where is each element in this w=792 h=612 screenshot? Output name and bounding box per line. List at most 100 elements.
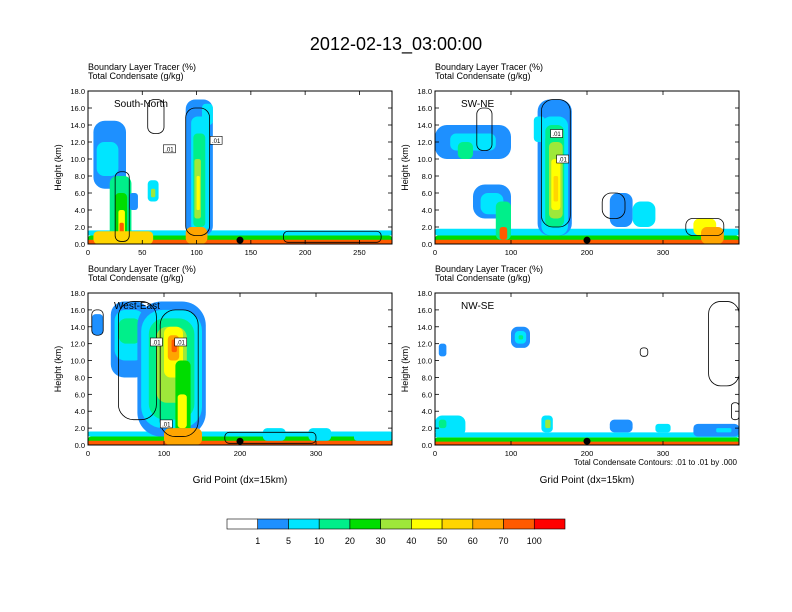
- colorbar-swatch: [318, 518, 351, 530]
- field-cell: [129, 193, 138, 210]
- colorbar-swatch: [380, 518, 412, 530]
- field-cell: [438, 343, 447, 357]
- field-shading: [435, 326, 739, 445]
- contours: [639, 301, 739, 421]
- colorbar-label: 60: [468, 536, 478, 546]
- y-tick-label: 14.0: [70, 121, 85, 130]
- field-cell: [499, 227, 508, 240]
- panel-label: SW-NE: [461, 99, 494, 110]
- y-tick-label: 0.0: [422, 240, 432, 249]
- y-tick-label: 2.0: [75, 223, 85, 232]
- contour-label-box: [163, 144, 176, 154]
- contour-label-box: [150, 337, 163, 347]
- contour-label: .01: [177, 340, 186, 346]
- field-cell: [96, 142, 119, 176]
- colorbar-label: 40: [406, 536, 416, 546]
- field-cell: [609, 193, 633, 227]
- x-tick-label: 0: [433, 449, 437, 458]
- panel-subtitle-tracer: Boundary Layer Tracer (%): [435, 62, 543, 72]
- colorbar-swatch: [533, 518, 566, 530]
- contour-label: .01: [165, 147, 174, 153]
- y-tick-label: 0.0: [75, 441, 85, 450]
- panel-subtitle-condensate: Total Condensate (g/kg): [435, 273, 531, 283]
- colorbar-swatch: [257, 518, 289, 530]
- field-cell: [118, 318, 142, 344]
- panel-label: West-East: [114, 301, 160, 312]
- y-tick-label: 12.0: [70, 340, 85, 349]
- y-axis-label: Height (km): [53, 346, 63, 393]
- x-tick-label: 250: [353, 248, 366, 257]
- y-tick-label: 0.0: [75, 240, 85, 249]
- condensate-contour: [708, 301, 739, 387]
- x-tick-label: 100: [505, 248, 518, 257]
- x-tick-label: 50: [138, 248, 146, 257]
- y-tick-label: 4.0: [75, 206, 85, 215]
- condensate-contour: [147, 99, 165, 134]
- y-tick-label: 4.0: [75, 407, 85, 416]
- condensate-contour: [601, 192, 626, 219]
- colorbar-swatch: [441, 518, 474, 530]
- y-axis-label: Height (km): [53, 144, 63, 191]
- contour-label: .01: [559, 158, 568, 164]
- panel-subtitle-tracer: Boundary Layer Tracer (%): [88, 264, 196, 274]
- figure-title: 2012-02-13_03:00:00: [310, 34, 482, 55]
- field-cell: [609, 419, 633, 433]
- contours: [91, 301, 317, 444]
- x-tick-label: 200: [581, 449, 594, 458]
- y-tick-label: 18.0: [417, 87, 432, 96]
- condensate-contour: [639, 347, 649, 357]
- panel-nw-se: Boundary Layer Tracer (%)Total Condensat…: [400, 264, 740, 486]
- field-cell: [435, 228, 739, 236]
- x-tick-label: 100: [505, 449, 518, 458]
- field-cell: [308, 428, 332, 441]
- x-tick-label: 300: [657, 449, 670, 458]
- contour-label-box: [159, 419, 173, 429]
- x-tick-label: 100: [158, 449, 171, 458]
- y-tick-label: 6.0: [75, 189, 85, 198]
- panel-label: South-North: [114, 99, 168, 110]
- y-tick-label: 6.0: [422, 189, 432, 198]
- y-tick-label: 10.0: [70, 155, 85, 164]
- condensate-contour: [159, 309, 199, 437]
- y-tick-label: 18.0: [417, 289, 432, 298]
- y-tick-label: 12.0: [417, 138, 432, 147]
- colorbar-swatch: [411, 518, 443, 530]
- condensate-contour: [118, 301, 157, 421]
- panel-south-north: Boundary Layer Tracer (%)Total Condensat…: [53, 62, 393, 257]
- colorbar-label: 10: [314, 536, 324, 546]
- panel-subtitle-tracer: Boundary Layer Tracer (%): [435, 264, 543, 274]
- field-cell: [91, 314, 104, 336]
- field-cell: [262, 428, 286, 441]
- y-tick-label: 18.0: [70, 289, 85, 298]
- field-cell: [533, 116, 546, 142]
- y-tick-label: 14.0: [70, 323, 85, 332]
- y-tick-label: 2.0: [422, 424, 432, 433]
- field-cell: [553, 176, 559, 202]
- colorbar-swatch: [226, 518, 259, 530]
- y-tick-label: 18.0: [70, 87, 85, 96]
- y-tick-label: 8.0: [422, 172, 432, 181]
- panel-subtitle-tracer: Boundary Layer Tracer (%): [88, 62, 196, 72]
- contour-label-box: [550, 129, 563, 138]
- colorbar-swatch: [288, 518, 320, 530]
- field-cell: [655, 423, 671, 433]
- condensate-contour: [114, 171, 130, 242]
- x-tick-label: 0: [433, 248, 437, 257]
- contours: [476, 99, 725, 236]
- field-cell: [457, 142, 473, 159]
- contours: [114, 99, 382, 243]
- contour-label-box: [174, 337, 188, 347]
- condensate-contour: [91, 309, 104, 336]
- x-axis-label: Grid Point (dx=15km): [540, 475, 635, 486]
- y-tick-label: 12.0: [70, 138, 85, 147]
- y-tick-label: 2.0: [422, 223, 432, 232]
- y-tick-label: 16.0: [417, 306, 432, 315]
- y-tick-label: 6.0: [75, 390, 85, 399]
- panel-west-east: Boundary Layer Tracer (%)Total Condensat…: [53, 264, 393, 486]
- colorbar-swatch: [472, 518, 504, 530]
- field-cell: [202, 103, 213, 125]
- y-tick-label: 2.0: [75, 424, 85, 433]
- field-cell: [88, 230, 392, 236]
- contour-note: Total Condensate Contours: .01 to .01 by…: [574, 458, 738, 467]
